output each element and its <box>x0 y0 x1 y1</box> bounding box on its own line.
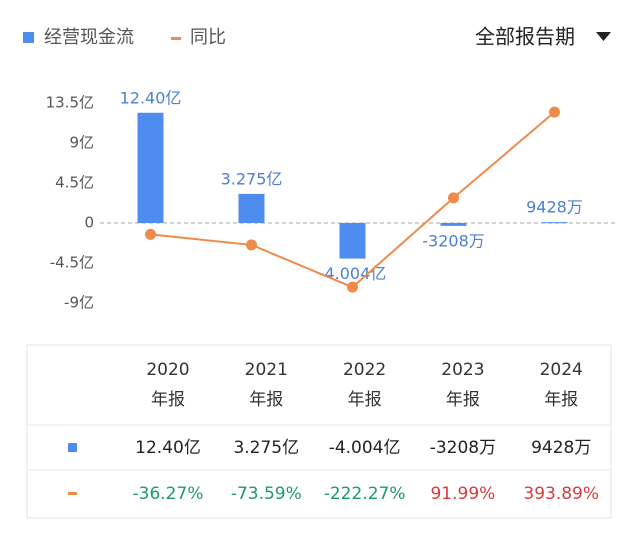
table-header-period: 年报 <box>544 390 578 410</box>
table-header-year: 2024 <box>540 360 583 380</box>
bar <box>137 112 164 223</box>
legend-label: 同比 <box>190 27 226 48</box>
line-point <box>347 281 358 293</box>
bar-value-label: -3208万 <box>422 231 485 250</box>
table-cell: 393.89% <box>523 484 599 504</box>
table-border <box>26 344 612 519</box>
bar <box>541 222 568 224</box>
table-header-period: 年报 <box>151 390 185 410</box>
table-cell: 9428万 <box>531 438 591 458</box>
dropdown-label[interactable]: 全部报告期 <box>475 25 575 49</box>
table-header-year: 2021 <box>245 360 288 380</box>
y-tick-label: -4.5亿 <box>50 254 94 272</box>
legend-label: 经营现金流 <box>44 27 134 48</box>
table-cell: -4.004亿 <box>329 438 401 458</box>
bar-value-label: 12.40亿 <box>120 88 182 107</box>
line-point <box>246 239 257 251</box>
bar-value-label: 9428万 <box>526 198 583 217</box>
table-header-period: 年报 <box>348 390 382 410</box>
legend-swatch <box>23 32 34 43</box>
line-point <box>145 228 156 240</box>
table-header-year: 2022 <box>343 360 386 380</box>
table-header-period: 年报 <box>446 390 480 410</box>
table-header-period: 年报 <box>249 390 283 410</box>
y-tick-label: 0 <box>84 214 94 232</box>
bar <box>238 193 265 223</box>
table-cell: -3208万 <box>430 438 496 458</box>
bar-value-label: -4.004亿 <box>319 264 387 283</box>
table-cell: -222.27% <box>324 484 406 504</box>
line-point <box>448 192 459 204</box>
table-cell: 3.275亿 <box>233 438 299 458</box>
table-header-year: 2020 <box>146 360 189 380</box>
y-tick-label: 4.5亿 <box>55 174 94 192</box>
table-row-icon <box>68 492 77 495</box>
dropdown-arrow[interactable] <box>596 32 611 41</box>
y-tick-label: -9亿 <box>64 294 94 312</box>
table-cell: 91.99% <box>430 484 495 504</box>
table-header-year: 2023 <box>441 360 484 380</box>
bar <box>440 223 467 226</box>
y-tick-label: 13.5亿 <box>46 94 94 112</box>
table-cell: 12.40亿 <box>135 438 201 458</box>
y-tick-label: 9亿 <box>69 134 94 152</box>
table-cell: -36.27% <box>133 484 204 504</box>
table-row-icon <box>68 443 77 452</box>
bar-value-label: 3.275亿 <box>221 169 283 188</box>
legend-swatch <box>171 37 181 40</box>
line <box>150 111 556 289</box>
line-point <box>549 106 560 118</box>
table-cell: -73.59% <box>231 484 302 504</box>
bar <box>339 223 366 259</box>
period-dropdown[interactable]: 全部报告期 <box>475 25 611 49</box>
